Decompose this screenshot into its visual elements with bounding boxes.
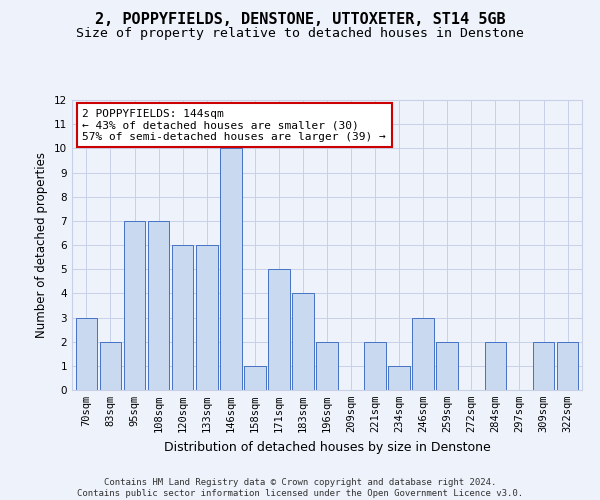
Bar (172, 245, 193, 390)
Bar (76, 318, 97, 390)
Bar (485, 342, 506, 390)
Bar (220, 148, 242, 390)
X-axis label: Distribution of detached houses by size in Denstone: Distribution of detached houses by size … (164, 440, 490, 454)
Text: Size of property relative to detached houses in Denstone: Size of property relative to detached ho… (76, 28, 524, 40)
Bar (196, 245, 218, 390)
Bar (316, 342, 338, 390)
Bar (412, 318, 434, 390)
Bar (557, 342, 578, 390)
Bar (364, 342, 386, 390)
Bar (436, 342, 458, 390)
Bar (124, 221, 145, 390)
Text: Contains HM Land Registry data © Crown copyright and database right 2024.
Contai: Contains HM Land Registry data © Crown c… (77, 478, 523, 498)
Bar (292, 294, 314, 390)
Bar (268, 269, 290, 390)
Text: 2, POPPYFIELDS, DENSTONE, UTTOXETER, ST14 5GB: 2, POPPYFIELDS, DENSTONE, UTTOXETER, ST1… (95, 12, 505, 28)
Bar (100, 342, 121, 390)
Bar (148, 221, 169, 390)
Y-axis label: Number of detached properties: Number of detached properties (35, 152, 49, 338)
Bar (388, 366, 410, 390)
Bar (533, 342, 554, 390)
Bar (244, 366, 266, 390)
Text: 2 POPPYFIELDS: 144sqm
← 43% of detached houses are smaller (30)
57% of semi-deta: 2 POPPYFIELDS: 144sqm ← 43% of detached … (82, 108, 386, 142)
